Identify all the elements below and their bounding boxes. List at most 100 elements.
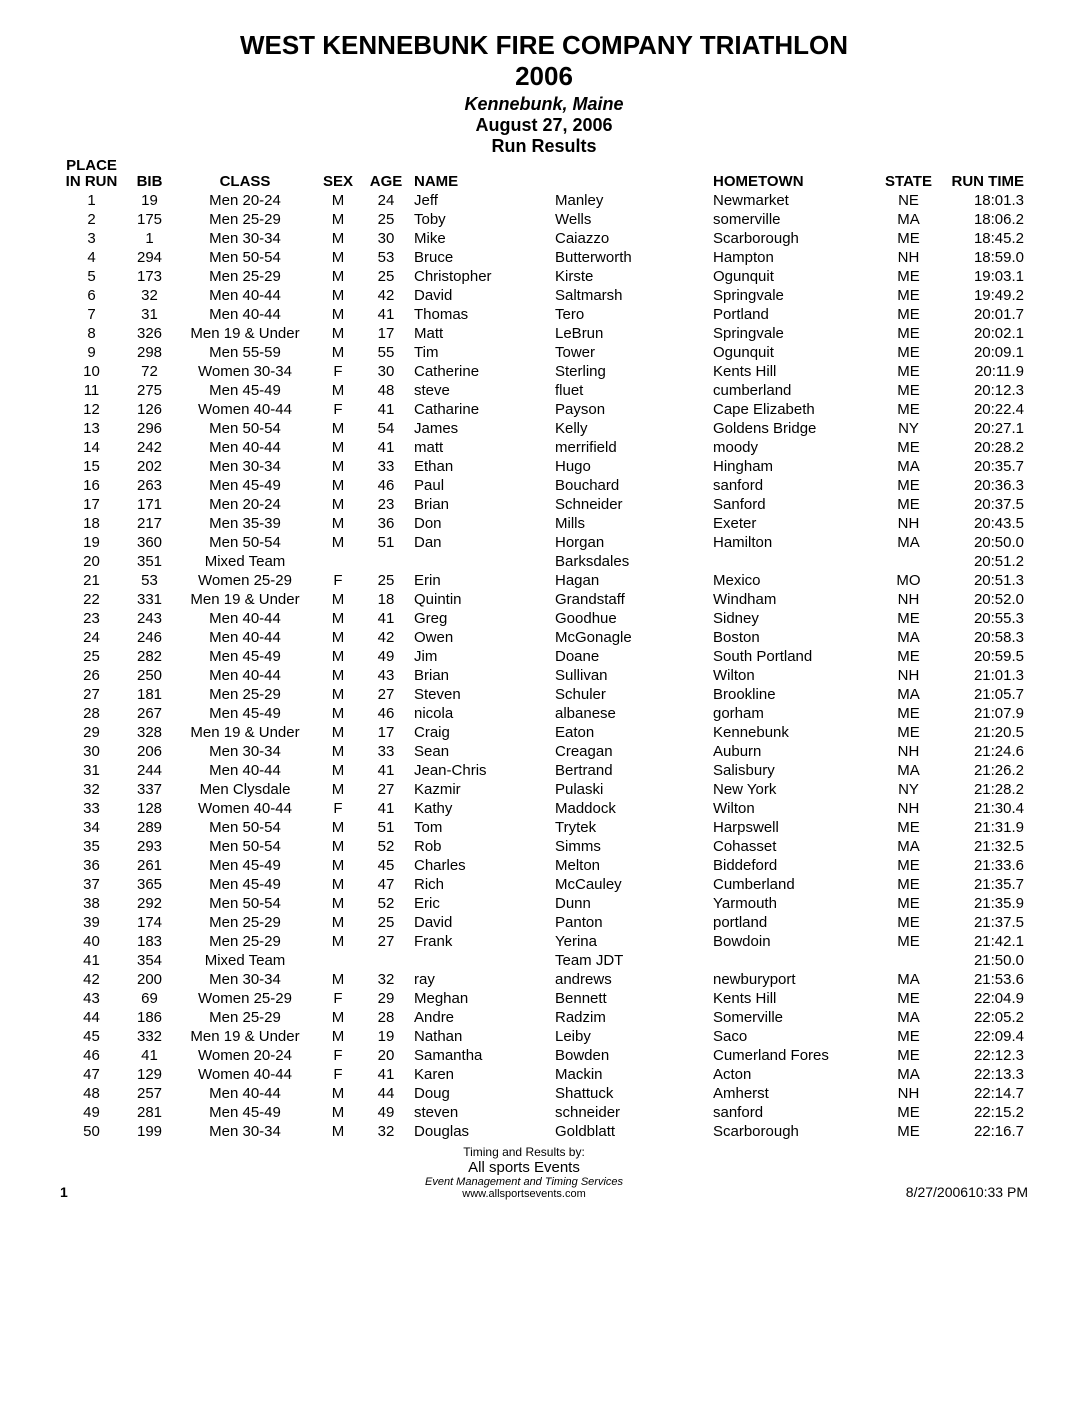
cell-home: Salisbury bbox=[709, 761, 877, 780]
cell-age: 51 bbox=[362, 818, 410, 837]
cell-place: 15 bbox=[60, 457, 123, 476]
cell-age: 24 bbox=[362, 191, 410, 210]
cell-age: 32 bbox=[362, 1122, 410, 1141]
cell-last: fluet bbox=[551, 381, 709, 400]
cell-place: 6 bbox=[60, 286, 123, 305]
cell-bib: 331 bbox=[123, 590, 176, 609]
cell-sex: M bbox=[314, 856, 362, 875]
cell-last: albanese bbox=[551, 704, 709, 723]
cell-home: Mexico bbox=[709, 571, 877, 590]
cell-first: Matt bbox=[410, 324, 551, 343]
cell-place: 32 bbox=[60, 780, 123, 799]
cell-class: Men 19 & Under bbox=[176, 1027, 314, 1046]
cell-state: MA bbox=[877, 210, 940, 229]
cell-sex: M bbox=[314, 476, 362, 495]
cell-age bbox=[362, 552, 410, 571]
cell-last: Saltmarsh bbox=[551, 286, 709, 305]
cell-home: Goldens Bridge bbox=[709, 419, 877, 438]
cell-age: 53 bbox=[362, 248, 410, 267]
cell-place: 36 bbox=[60, 856, 123, 875]
table-row: 20351Mixed TeamBarksdales20:51.2 bbox=[60, 552, 1028, 571]
cell-sex: M bbox=[314, 381, 362, 400]
footer-timestamp: 8/27/200610:33 PM bbox=[868, 1184, 1028, 1200]
cell-time: 20:50.0 bbox=[940, 533, 1028, 552]
cell-place: 7 bbox=[60, 305, 123, 324]
cell-time: 20:59.5 bbox=[940, 647, 1028, 666]
cell-home: Scarborough bbox=[709, 229, 877, 248]
cell-state: ME bbox=[877, 229, 940, 248]
cell-last: andrews bbox=[551, 970, 709, 989]
cell-last: Sterling bbox=[551, 362, 709, 381]
cell-first: Mike bbox=[410, 229, 551, 248]
col-place: PLACE IN RUN bbox=[60, 157, 123, 191]
cell-place: 1 bbox=[60, 191, 123, 210]
cell-time: 21:53.6 bbox=[940, 970, 1028, 989]
cell-sex bbox=[314, 951, 362, 970]
cell-last: LeBrun bbox=[551, 324, 709, 343]
cell-time: 22:04.9 bbox=[940, 989, 1028, 1008]
cell-last: merrifield bbox=[551, 438, 709, 457]
cell-age: 44 bbox=[362, 1084, 410, 1103]
cell-state: MA bbox=[877, 628, 940, 647]
table-row: 26250Men 40-44M43BrianSullivanWiltonNH21… bbox=[60, 666, 1028, 685]
cell-class: Men 45-49 bbox=[176, 875, 314, 894]
cell-age: 30 bbox=[362, 229, 410, 248]
cell-sex: M bbox=[314, 647, 362, 666]
cell-age: 36 bbox=[362, 514, 410, 533]
cell-last: Manley bbox=[551, 191, 709, 210]
cell-home: Exeter bbox=[709, 514, 877, 533]
cell-sex: M bbox=[314, 1008, 362, 1027]
cell-place: 11 bbox=[60, 381, 123, 400]
cell-age: 27 bbox=[362, 932, 410, 951]
cell-place: 34 bbox=[60, 818, 123, 837]
title-line-2: 2006 bbox=[60, 61, 1028, 92]
cell-state: ME bbox=[877, 400, 940, 419]
cell-home: Harpswell bbox=[709, 818, 877, 837]
cell-home: Biddeford bbox=[709, 856, 877, 875]
cell-first: Catherine bbox=[410, 362, 551, 381]
cell-last: Eaton bbox=[551, 723, 709, 742]
cell-home: Windham bbox=[709, 590, 877, 609]
cell-class: Men 50-54 bbox=[176, 533, 314, 552]
cell-state: ME bbox=[877, 989, 940, 1008]
cell-place: 38 bbox=[60, 894, 123, 913]
cell-state: ME bbox=[877, 343, 940, 362]
cell-age: 41 bbox=[362, 761, 410, 780]
cell-bib: 41 bbox=[123, 1046, 176, 1065]
cell-state: MA bbox=[877, 761, 940, 780]
cell-time: 21:28.2 bbox=[940, 780, 1028, 799]
table-row: 29328Men 19 & UnderM17CraigEatonKennebun… bbox=[60, 723, 1028, 742]
cell-last: Kelly bbox=[551, 419, 709, 438]
cell-place: 46 bbox=[60, 1046, 123, 1065]
table-row: 119Men 20-24M24JeffManleyNewmarketNE18:0… bbox=[60, 191, 1028, 210]
cell-class: Men 40-44 bbox=[176, 286, 314, 305]
cell-age: 25 bbox=[362, 571, 410, 590]
table-row: 4294Men 50-54M53BruceButterworthHamptonN… bbox=[60, 248, 1028, 267]
cell-place: 40 bbox=[60, 932, 123, 951]
cell-place: 2 bbox=[60, 210, 123, 229]
cell-place: 23 bbox=[60, 609, 123, 628]
credit-line-3: Event Management and Timing Services bbox=[180, 1176, 868, 1188]
table-row: 18217Men 35-39M36DonMillsExeterNH20:43.5 bbox=[60, 514, 1028, 533]
cell-class: Men 55-59 bbox=[176, 343, 314, 362]
cell-age: 42 bbox=[362, 628, 410, 647]
cell-first: Craig bbox=[410, 723, 551, 742]
table-row: 47129Women 40-44F41KarenMackinActonMA22:… bbox=[60, 1065, 1028, 1084]
credit-line-2: All sports Events bbox=[180, 1159, 868, 1176]
cell-state: NH bbox=[877, 514, 940, 533]
cell-class: Women 20-24 bbox=[176, 1046, 314, 1065]
cell-bib: 289 bbox=[123, 818, 176, 837]
cell-home: New York bbox=[709, 780, 877, 799]
cell-last: Butterworth bbox=[551, 248, 709, 267]
cell-state: NH bbox=[877, 1084, 940, 1103]
cell-age: 45 bbox=[362, 856, 410, 875]
cell-class: Men 25-29 bbox=[176, 685, 314, 704]
cell-last: McGonagle bbox=[551, 628, 709, 647]
cell-first: Jeff bbox=[410, 191, 551, 210]
cell-home bbox=[709, 951, 877, 970]
cell-place: 42 bbox=[60, 970, 123, 989]
cell-last: Payson bbox=[551, 400, 709, 419]
cell-last: Mills bbox=[551, 514, 709, 533]
cell-time: 20:35.7 bbox=[940, 457, 1028, 476]
cell-first: Owen bbox=[410, 628, 551, 647]
